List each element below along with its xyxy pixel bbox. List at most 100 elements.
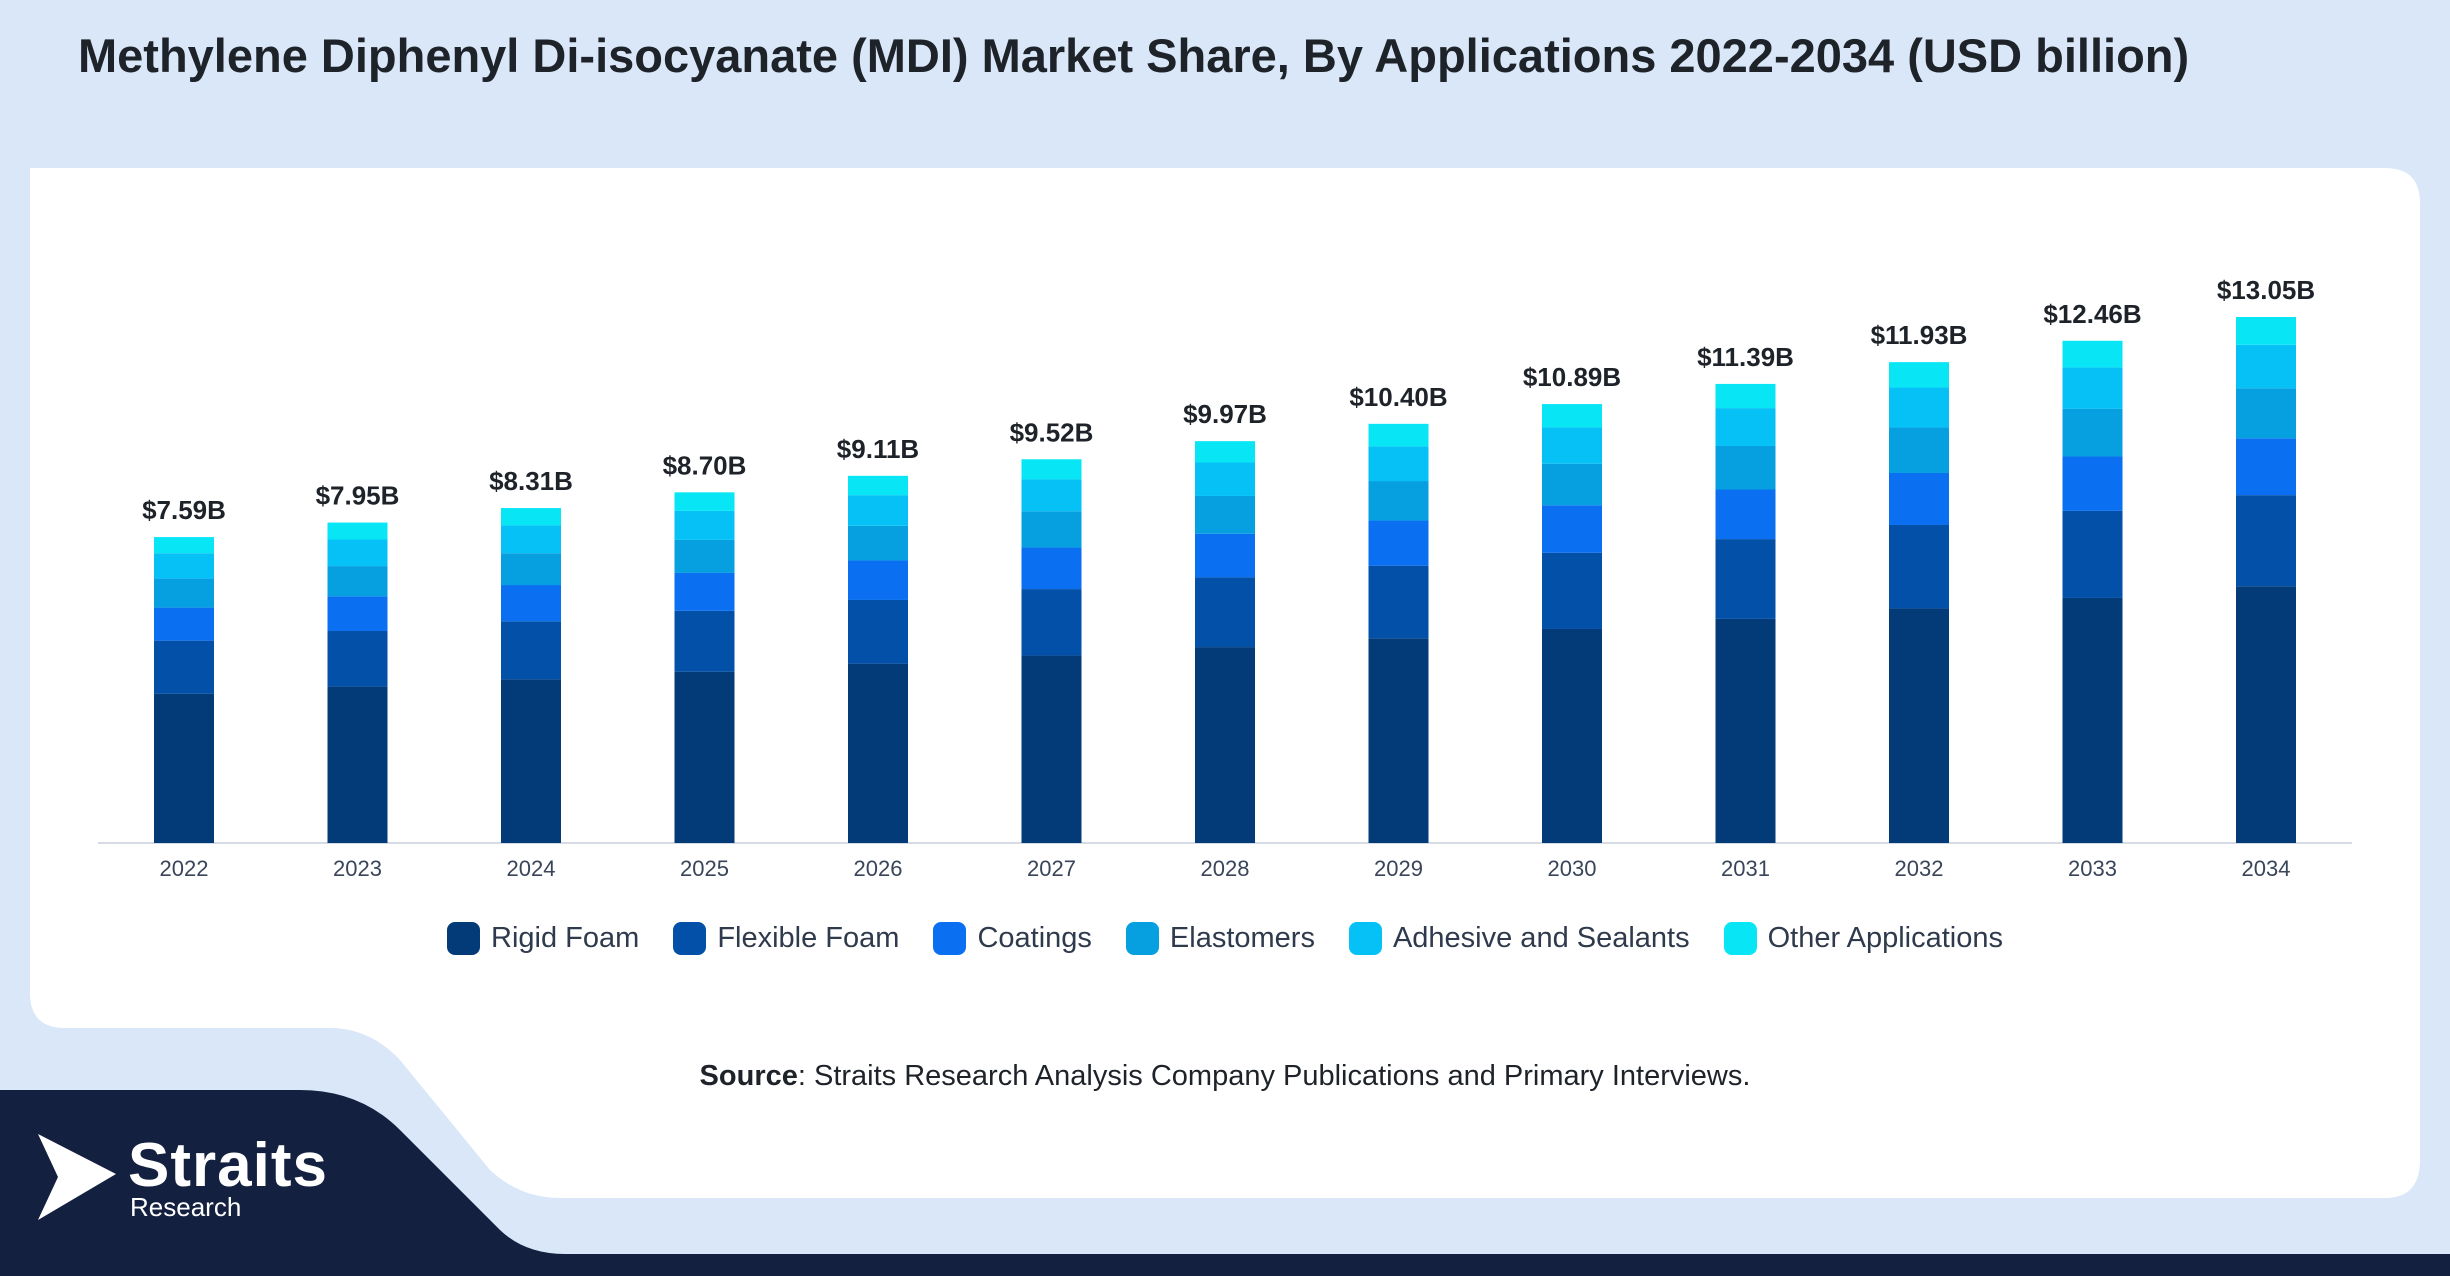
bar-2030 xyxy=(1542,404,1602,843)
bar-segment-flexible-foam-2031 xyxy=(1715,539,1776,619)
bar-segment-adhesive-and-sealants-2033 xyxy=(2062,367,2123,409)
bar-segment-flexible-foam-2030 xyxy=(1542,552,1602,629)
bar-segment-other-applications-2031 xyxy=(1715,383,1776,409)
total-label-2029: $10.40B xyxy=(1349,382,1447,412)
bar-segment-adhesive-and-sealants-2034 xyxy=(2236,344,2296,389)
bar-segment-other-applications-2030 xyxy=(1542,404,1602,428)
bar-segment-coatings-2031 xyxy=(1715,489,1776,540)
bar-segment-other-applications-2028 xyxy=(1195,441,1255,463)
bar-segment-rigid-foam-2029 xyxy=(1368,638,1429,843)
bar-segment-rigid-foam-2033 xyxy=(2062,597,2123,843)
bar-segment-adhesive-and-sealants-2024 xyxy=(501,525,561,554)
x-tick-label-2022: 2022 xyxy=(160,856,209,881)
bar-segment-rigid-foam-2032 xyxy=(1889,608,1949,843)
bar-segment-flexible-foam-2029 xyxy=(1368,565,1429,639)
bottom-strip xyxy=(0,1254,2450,1276)
legend-item-flexible-foam[interactable]: Flexible Foam xyxy=(673,922,899,955)
bar-segment-flexible-foam-2032 xyxy=(1889,524,1949,609)
bar-segment-rigid-foam-2030 xyxy=(1542,628,1602,843)
x-tick-label-2030: 2030 xyxy=(1548,856,1597,881)
bar-segment-adhesive-and-sealants-2031 xyxy=(1715,408,1776,446)
bar-2025 xyxy=(674,492,735,843)
total-label-2033: $12.46B xyxy=(2043,299,2141,329)
bar-2022 xyxy=(154,537,214,843)
page-title: Methylene Diphenyl Di-isocyanate (MDI) M… xyxy=(78,29,2190,82)
total-label-2025: $8.70B xyxy=(663,450,747,480)
bar-segment-other-applications-2024 xyxy=(501,508,561,526)
bar-segment-flexible-foam-2027 xyxy=(1021,589,1082,656)
legend-swatch xyxy=(1125,922,1159,955)
total-label-2034: $13.05B xyxy=(2217,275,2315,305)
bar-segment-rigid-foam-2028 xyxy=(1195,647,1255,843)
total-label-2026: $9.11B xyxy=(837,434,919,464)
bar-2027 xyxy=(1021,459,1082,843)
bar-segment-adhesive-and-sealants-2029 xyxy=(1368,446,1429,482)
bar-segment-flexible-foam-2023 xyxy=(327,630,388,687)
bar-segment-adhesive-and-sealants-2030 xyxy=(1542,427,1602,464)
legend-item-adhesive-and-sealants[interactable]: Adhesive and Sealants xyxy=(1348,922,1690,955)
bar-segment-other-applications-2033 xyxy=(2062,340,2123,368)
bar-segment-elastomers-2024 xyxy=(501,553,561,586)
legend-item-rigid-foam[interactable]: Rigid Foam xyxy=(447,922,639,955)
x-tick-label-2027: 2027 xyxy=(1027,856,1076,881)
x-tick-label-2031: 2031 xyxy=(1721,856,1770,881)
bar-segment-coatings-2022 xyxy=(154,607,214,641)
bar-segment-flexible-foam-2034 xyxy=(2236,495,2296,587)
bar-segment-coatings-2029 xyxy=(1368,520,1429,566)
bar-2034 xyxy=(2236,317,2296,843)
legend-label: Rigid Foam xyxy=(491,922,640,954)
legend-item-elastomers[interactable]: Elastomers xyxy=(1125,922,1315,955)
total-label-2022: $7.59B xyxy=(142,495,226,525)
total-label-2024: $8.31B xyxy=(489,466,573,496)
bar-segment-elastomers-2032 xyxy=(1889,427,1949,473)
bar-segment-coatings-2034 xyxy=(2236,438,2296,496)
total-label-2027: $9.52B xyxy=(1010,417,1094,447)
bar-segment-rigid-foam-2026 xyxy=(848,663,908,843)
bar-2028 xyxy=(1195,441,1255,843)
bar-segment-flexible-foam-2024 xyxy=(501,621,561,680)
bar-2023 xyxy=(327,522,388,843)
bar-segment-coatings-2027 xyxy=(1021,547,1082,590)
bar-segment-elastomers-2033 xyxy=(2062,408,2123,457)
total-label-2023: $7.95B xyxy=(316,481,400,511)
bar-segment-elastomers-2028 xyxy=(1195,495,1255,534)
bar-segment-coatings-2033 xyxy=(2062,456,2123,511)
x-tick-label-2029: 2029 xyxy=(1374,856,1423,881)
bar-segment-other-applications-2023 xyxy=(327,522,388,540)
x-tick-label-2033: 2033 xyxy=(2068,856,2117,881)
logo-panel xyxy=(0,1090,565,1254)
bar-segment-coatings-2025 xyxy=(674,572,735,611)
bar-segment-elastomers-2034 xyxy=(2236,388,2296,439)
total-label-2031: $11.39B xyxy=(1697,342,1794,372)
x-tick-label-2028: 2028 xyxy=(1201,856,1250,881)
legend-label: Other Applications xyxy=(1767,922,2003,954)
brand-logo[interactable]: Straits Research xyxy=(38,1130,358,1230)
legend-label: Adhesive and Sealants xyxy=(1392,922,1690,954)
x-tick-label-2034: 2034 xyxy=(2242,856,2291,881)
bar-segment-coatings-2026 xyxy=(848,560,908,600)
x-tick-label-2025: 2025 xyxy=(680,856,729,881)
bar-segment-other-applications-2029 xyxy=(1368,423,1429,447)
x-tick-label-2023: 2023 xyxy=(333,856,382,881)
legend-item-coatings[interactable]: Coatings xyxy=(933,922,1092,955)
total-label-2032: $11.93B xyxy=(1871,320,1968,350)
bar-segment-adhesive-and-sealants-2032 xyxy=(1889,387,1949,428)
bar-segment-flexible-foam-2025 xyxy=(674,610,735,672)
source-note: Source: Straits Research Analysis Compan… xyxy=(0,1060,2450,1093)
bar-segment-adhesive-and-sealants-2025 xyxy=(674,510,735,540)
bar-segment-coatings-2028 xyxy=(1195,533,1255,578)
logo-arrow-icon xyxy=(38,1134,116,1220)
bar-segment-coatings-2032 xyxy=(1889,472,1949,525)
legend-swatch xyxy=(447,922,481,955)
bar-segment-elastomers-2022 xyxy=(154,578,214,608)
bar-segment-flexible-foam-2022 xyxy=(154,640,214,694)
logo-subtitle: Research xyxy=(130,1192,242,1222)
bar-segment-elastomers-2023 xyxy=(327,566,388,597)
bar-segment-elastomers-2030 xyxy=(1542,463,1602,506)
bar-segment-other-applications-2027 xyxy=(1021,459,1082,480)
legend-item-other-applications[interactable]: Other Applications xyxy=(1723,922,2003,955)
bar-segment-elastomers-2027 xyxy=(1021,511,1082,548)
bar-segment-flexible-foam-2028 xyxy=(1195,577,1255,648)
bar-2032 xyxy=(1889,362,1949,843)
